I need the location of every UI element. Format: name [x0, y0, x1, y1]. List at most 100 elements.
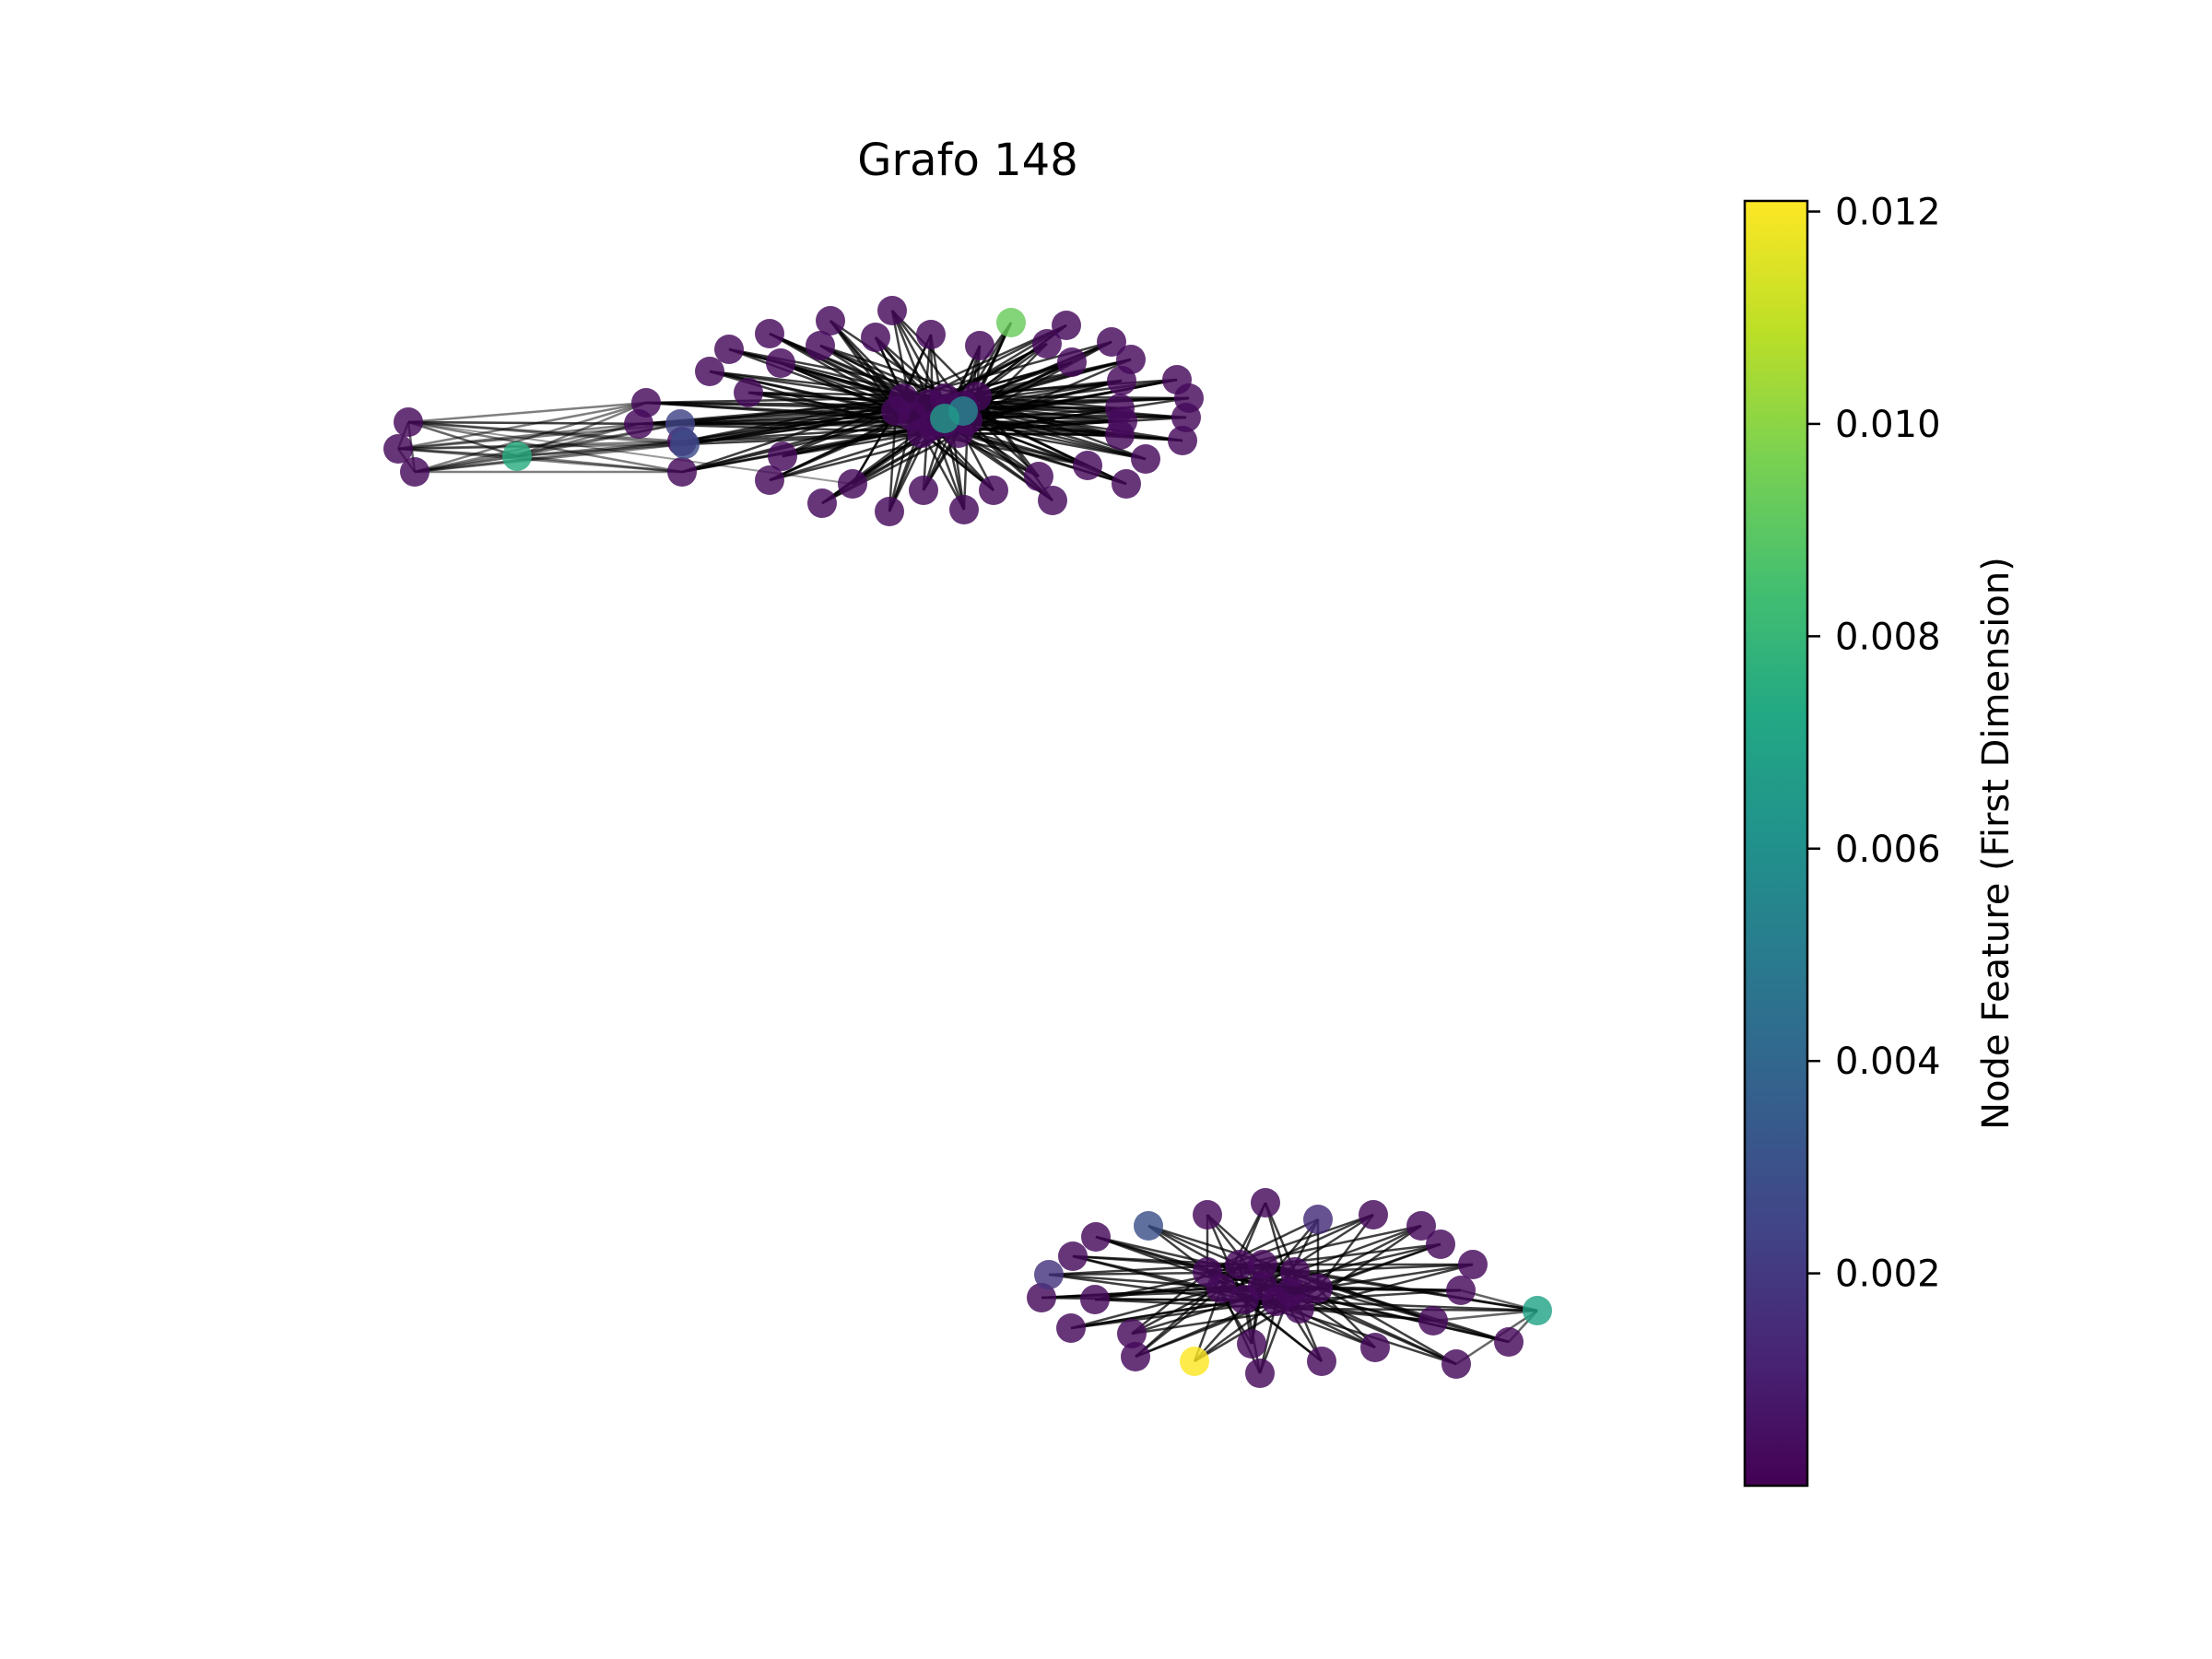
graph-node — [877, 296, 907, 325]
graph-node — [1523, 1296, 1552, 1325]
graph-nodes — [383, 296, 1552, 1388]
graph-node — [1206, 1274, 1236, 1303]
graph-edge — [681, 420, 946, 474]
graph-edge — [407, 420, 518, 458]
graph-node — [667, 457, 697, 487]
graph-edge — [875, 336, 946, 399]
graph-edge — [1432, 1309, 1538, 1323]
graph-edge — [958, 431, 1121, 437]
graph-node — [1276, 1277, 1305, 1307]
graph-edge — [1131, 1271, 1208, 1335]
graph-edge — [780, 361, 904, 400]
graph-node — [1406, 1211, 1436, 1241]
graph-node — [1112, 469, 1141, 499]
graph-edge — [958, 431, 1040, 478]
graph-node — [502, 441, 532, 471]
graph-node — [734, 378, 763, 407]
graph-node — [888, 383, 918, 413]
graph-node — [996, 308, 1026, 337]
graph-edge — [516, 454, 683, 474]
graph-node — [383, 434, 413, 464]
graph-node — [807, 488, 837, 518]
graph-edge — [782, 431, 923, 458]
graph-node — [1121, 1342, 1150, 1371]
graph-node — [1024, 462, 1053, 491]
graph-node — [1225, 1250, 1254, 1279]
graph-node — [1038, 486, 1067, 515]
colorbar-tick-label: 0.004 — [1835, 1041, 1941, 1083]
graph-node — [1034, 1260, 1064, 1289]
graph-node — [755, 319, 784, 348]
graph-node — [907, 418, 936, 448]
graph-edge — [516, 442, 686, 458]
graph-edge — [1219, 1288, 1262, 1374]
graph-node — [1081, 1222, 1111, 1252]
graph-node — [1230, 1285, 1259, 1314]
graph-node — [1057, 347, 1087, 377]
colorbar-tick-label: 0.008 — [1835, 616, 1941, 658]
graph-edge — [516, 422, 681, 458]
graph-node — [1171, 403, 1201, 432]
graph-edge — [769, 332, 904, 400]
graph-edge — [407, 401, 647, 424]
graph-edge — [976, 394, 1190, 400]
graph-node — [1446, 1276, 1476, 1305]
graph-node — [1303, 1274, 1333, 1303]
graph-node — [1108, 406, 1137, 436]
graph-node — [1426, 1230, 1455, 1259]
graph-edge — [1206, 1214, 1246, 1300]
graph-node — [1245, 1359, 1275, 1388]
graph-node — [768, 441, 797, 471]
graph-node — [1168, 426, 1197, 455]
colorbar-tick-label: 0.012 — [1835, 192, 1941, 234]
graph-node — [1360, 1333, 1390, 1362]
graph-node — [965, 331, 994, 360]
graph-node — [1494, 1327, 1524, 1357]
graph-node — [1027, 1283, 1056, 1312]
graph-edge — [976, 394, 1121, 410]
colorbar-ticks: 0.002 0.004 0.006 0.008 0.010 0.012 — [1807, 192, 1941, 1296]
graph-node — [1359, 1200, 1388, 1230]
graph-node — [1180, 1347, 1209, 1376]
graph-node — [755, 465, 784, 495]
graph-node — [1073, 451, 1102, 480]
graph-node — [1418, 1306, 1448, 1335]
graph-edge — [976, 358, 1132, 398]
graph-node — [909, 476, 938, 505]
graph-node — [1056, 1313, 1086, 1343]
graph-node — [1307, 1347, 1336, 1376]
graph-node — [916, 320, 946, 349]
graph-node — [394, 407, 423, 437]
graph-edge — [1317, 1287, 1510, 1344]
graph-node — [1058, 1241, 1088, 1271]
graph-node — [1193, 1200, 1222, 1230]
graph-node — [816, 306, 845, 335]
graph-edge — [414, 442, 686, 474]
graph-node — [1303, 1205, 1333, 1234]
graph-node — [979, 476, 1008, 505]
graph-node — [1131, 444, 1160, 474]
colorbar-tick-label: 0.002 — [1835, 1253, 1941, 1296]
colorbar-tick-label: 0.010 — [1835, 404, 1941, 446]
graph-node — [766, 348, 795, 378]
graph-node — [624, 409, 653, 439]
graph-node — [1134, 1211, 1163, 1241]
graph-edge — [962, 404, 1147, 461]
graph-node — [1097, 327, 1126, 357]
graph-node — [1248, 1250, 1277, 1279]
graph-node — [714, 335, 744, 364]
graph-node — [806, 331, 835, 360]
graph-node — [670, 429, 700, 459]
graph-node — [861, 323, 890, 352]
graph-edge — [516, 401, 647, 458]
graph-node — [1052, 311, 1081, 340]
graph-node — [1441, 1349, 1471, 1379]
graph-node — [1117, 1319, 1147, 1348]
graph-edge — [769, 431, 923, 482]
graph-node — [838, 469, 867, 499]
graph-node — [1080, 1285, 1110, 1314]
graph-edge — [1294, 1263, 1474, 1274]
graph-edge — [1194, 1300, 1277, 1363]
graph-node — [1458, 1250, 1488, 1279]
